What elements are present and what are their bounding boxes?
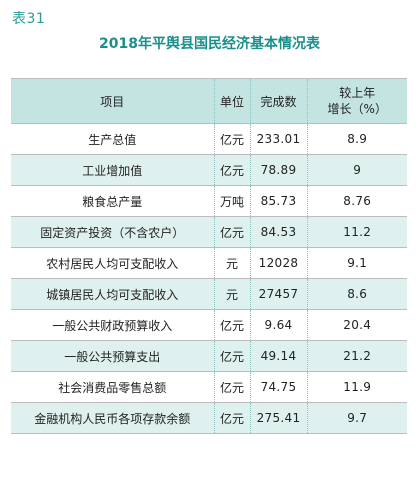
row-change: 11.9 xyxy=(306,371,407,403)
row-item: 工业增加值 xyxy=(11,154,214,186)
row-change: 8.9 xyxy=(306,123,407,155)
table-row: 城镇居民人均可支配收入 元 27457 8.6 xyxy=(11,278,407,310)
row-item: 一般公共财政预算收入 xyxy=(11,309,214,341)
row-value: 275.41 xyxy=(249,402,307,434)
row-item: 城镇居民人均可支配收入 xyxy=(11,278,214,310)
row-value: 12028 xyxy=(249,247,307,279)
row-value: 84.53 xyxy=(249,216,307,248)
row-item: 固定资产投资（不含农户） xyxy=(11,216,214,248)
row-change: 20.4 xyxy=(306,309,407,341)
row-value: 74.75 xyxy=(249,371,307,403)
row-change: 9 xyxy=(306,154,407,186)
table-row: 固定资产投资（不含农户） 亿元 84.53 11.2 xyxy=(11,216,407,248)
row-change: 8.6 xyxy=(306,278,407,310)
header-change-line1: 较上年 xyxy=(339,86,376,100)
header-item: 项目 xyxy=(11,78,214,124)
row-unit: 亿元 xyxy=(213,402,250,434)
row-value: 9.64 xyxy=(249,309,307,341)
table-row: 社会消费品零售总额 亿元 74.75 11.9 xyxy=(11,371,407,403)
table-row: 粮食总产量 万吨 85.73 8.76 xyxy=(11,185,407,217)
row-unit: 亿元 xyxy=(213,371,250,403)
row-unit: 元 xyxy=(213,247,250,279)
row-value: 85.73 xyxy=(249,185,307,217)
table-row: 生产总值 亿元 233.01 8.9 xyxy=(11,123,407,155)
economic-stats-table: 项目 单位 完成数 较上年 增长（%） 生产总值 亿元 233.01 8.9 工… xyxy=(11,78,407,434)
table-row: 一般公共财政预算收入 亿元 9.64 20.4 xyxy=(11,309,407,341)
table-row: 一般公共预算支出 亿元 49.14 21.2 xyxy=(11,340,407,372)
row-item: 生产总值 xyxy=(11,123,214,155)
header-change: 较上年 增长（%） xyxy=(306,78,407,124)
row-unit: 万吨 xyxy=(213,185,250,217)
row-item: 粮食总产量 xyxy=(11,185,214,217)
table-header-row: 项目 单位 完成数 较上年 增长（%） xyxy=(11,78,407,124)
row-unit: 元 xyxy=(213,278,250,310)
row-change: 9.1 xyxy=(306,247,407,279)
row-unit: 亿元 xyxy=(213,340,250,372)
table-row: 工业增加值 亿元 78.89 9 xyxy=(11,154,407,186)
row-unit: 亿元 xyxy=(213,309,250,341)
row-value: 233.01 xyxy=(249,123,307,155)
row-change: 8.76 xyxy=(306,185,407,217)
row-item: 社会消费品零售总额 xyxy=(11,371,214,403)
row-change: 9.7 xyxy=(306,402,407,434)
header-value: 完成数 xyxy=(249,78,307,124)
row-unit: 亿元 xyxy=(213,123,250,155)
row-item: 一般公共预算支出 xyxy=(11,340,214,372)
row-item: 农村居民人均可支配收入 xyxy=(11,247,214,279)
row-item: 金融机构人民币各项存款余额 xyxy=(11,402,214,434)
row-value: 27457 xyxy=(249,278,307,310)
header-unit: 单位 xyxy=(213,78,250,124)
row-value: 78.89 xyxy=(249,154,307,186)
table-row: 金融机构人民币各项存款余额 亿元 275.41 9.7 xyxy=(11,402,407,434)
table-row: 农村居民人均可支配收入 元 12028 9.1 xyxy=(11,247,407,279)
row-change: 21.2 xyxy=(306,340,407,372)
row-change: 11.2 xyxy=(306,216,407,248)
row-value: 49.14 xyxy=(249,340,307,372)
row-unit: 亿元 xyxy=(213,216,250,248)
table-number-label: 表31 xyxy=(12,11,46,27)
header-change-line2: 增长（%） xyxy=(327,102,387,116)
row-unit: 亿元 xyxy=(213,154,250,186)
table-title: 2018年平舆县国民经济基本情况表 xyxy=(99,36,320,52)
